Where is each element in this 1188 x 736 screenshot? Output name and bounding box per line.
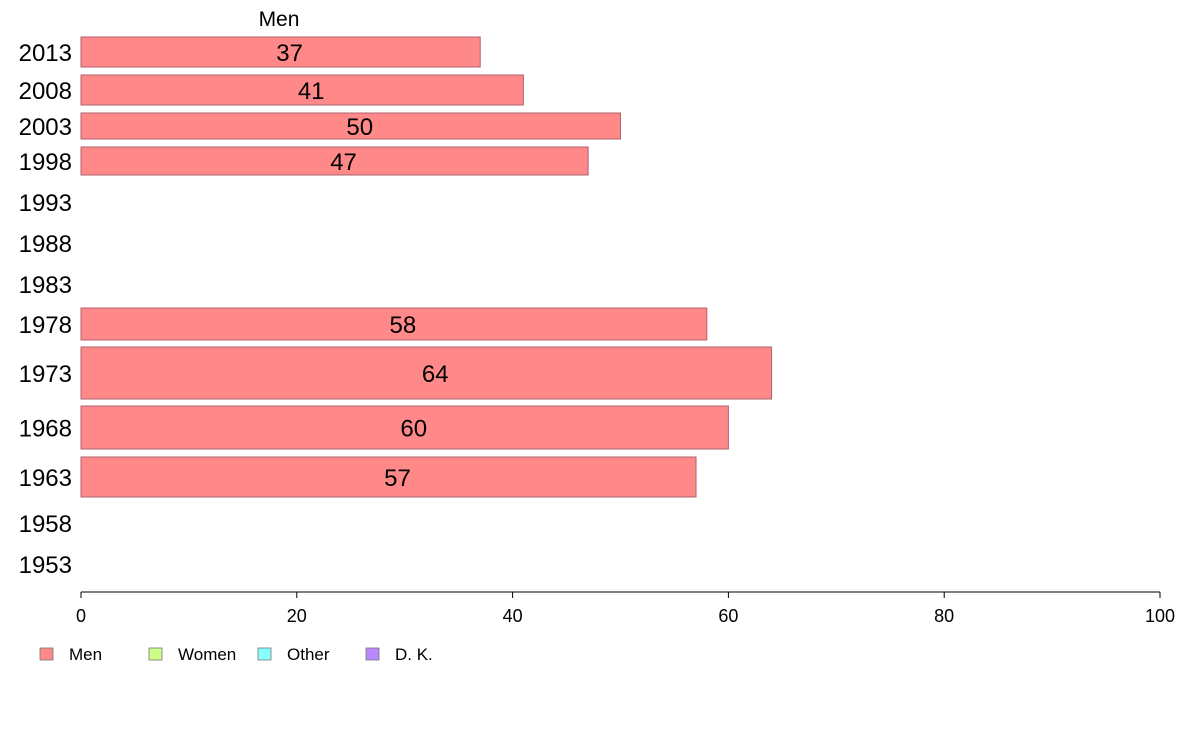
category-label: 2003 [19, 114, 72, 141]
legend-swatch [365, 647, 380, 661]
bar-value-label: 57 [384, 465, 411, 492]
category-label: 1958 [19, 511, 72, 538]
bar-men [80, 456, 697, 498]
legend-label: Other [287, 645, 330, 664]
bar-value-label: 50 [346, 114, 373, 141]
legend-label: Men [69, 645, 102, 664]
x-tick-label: 20 [287, 606, 307, 626]
bar-men [80, 36, 481, 68]
category-label: 1968 [19, 416, 72, 443]
category-labels: 2013 2008 2003 1998 1993 1988 1983 1978 1973 1968… [19, 40, 72, 579]
category-label: 1988 [19, 231, 72, 258]
category-label: 2013 [19, 40, 72, 67]
category-label: 1983 [19, 272, 72, 299]
category-label: 2008 [19, 78, 72, 105]
category-label: 1963 [19, 465, 72, 492]
legend-label: D. K. [395, 645, 433, 664]
legend-swatch [148, 647, 163, 661]
bar-value-label: 58 [390, 312, 417, 339]
category-label: 1953 [19, 552, 72, 579]
legend-label: Women [178, 645, 236, 664]
x-tick-label: 80 [934, 606, 954, 626]
legend: Men Women Other D. K. [39, 645, 433, 664]
bar-men [80, 112, 621, 140]
x-tick-label: 60 [718, 606, 738, 626]
legend-swatch [257, 647, 272, 661]
bar-men [80, 146, 589, 176]
x-tick-label: 0 [76, 606, 86, 626]
bar-men [80, 346, 773, 400]
bar-men [80, 405, 729, 450]
x-tick-label: 100 [1145, 606, 1175, 626]
x-axis: 0 20 40 60 80 100 [76, 591, 1175, 626]
category-label: 1993 [19, 190, 72, 217]
legend-swatch [39, 647, 54, 661]
category-label: 1998 [19, 149, 72, 176]
bar-men [80, 307, 708, 341]
bar-value-label: 60 [400, 416, 427, 443]
bar-men [80, 74, 524, 106]
bar-value-label: 64 [422, 361, 449, 388]
category-label: 1978 [19, 312, 72, 339]
bar-value-label: 47 [330, 149, 357, 176]
category-label: 1973 [19, 361, 72, 388]
x-tick-label: 40 [503, 606, 523, 626]
bar-value-label: 37 [276, 40, 303, 67]
series-header: Men [259, 8, 300, 31]
bar-value-label: 41 [298, 78, 325, 105]
